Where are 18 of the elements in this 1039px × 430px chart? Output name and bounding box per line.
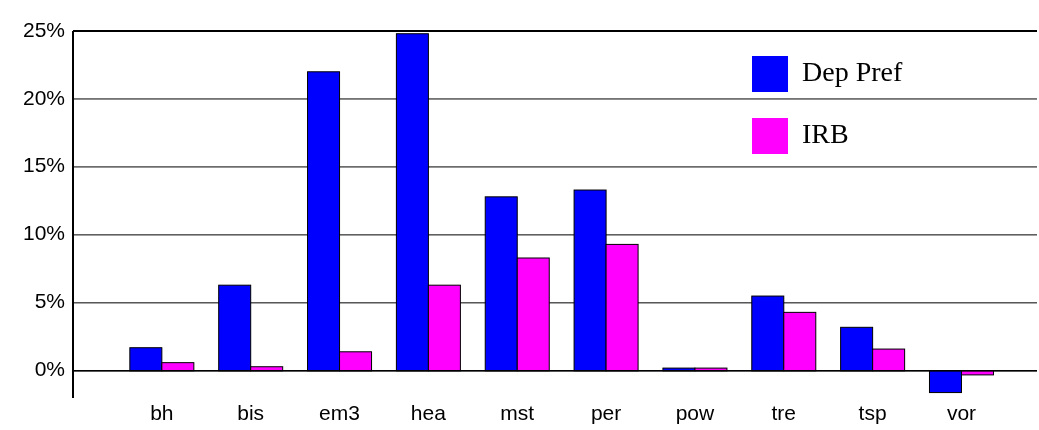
legend-label: Dep Pref xyxy=(802,56,903,88)
x-tick-label: per xyxy=(590,401,622,424)
legend-label: IRB xyxy=(802,118,849,150)
x-tick-label: tre xyxy=(771,401,797,424)
x-tick-label: bis xyxy=(237,401,265,424)
y-tick-label: 0% xyxy=(34,357,65,381)
y-tick-label: 20% xyxy=(22,85,65,109)
x-tick-label: em3 xyxy=(319,401,360,424)
y-tick-label: 5% xyxy=(34,289,65,313)
x-tick-label: tsp xyxy=(858,401,887,424)
x-tick-label: bh xyxy=(150,401,174,424)
x-tick-label: vor xyxy=(946,401,977,424)
y-tick-label: 10% xyxy=(22,221,65,245)
y-tick-label: 25% xyxy=(22,17,65,41)
y-tick-label: 15% xyxy=(22,153,65,177)
x-tick-label: hea xyxy=(410,401,447,424)
x-tick-label: pow xyxy=(675,401,716,424)
x-tick-label: mst xyxy=(500,401,535,424)
